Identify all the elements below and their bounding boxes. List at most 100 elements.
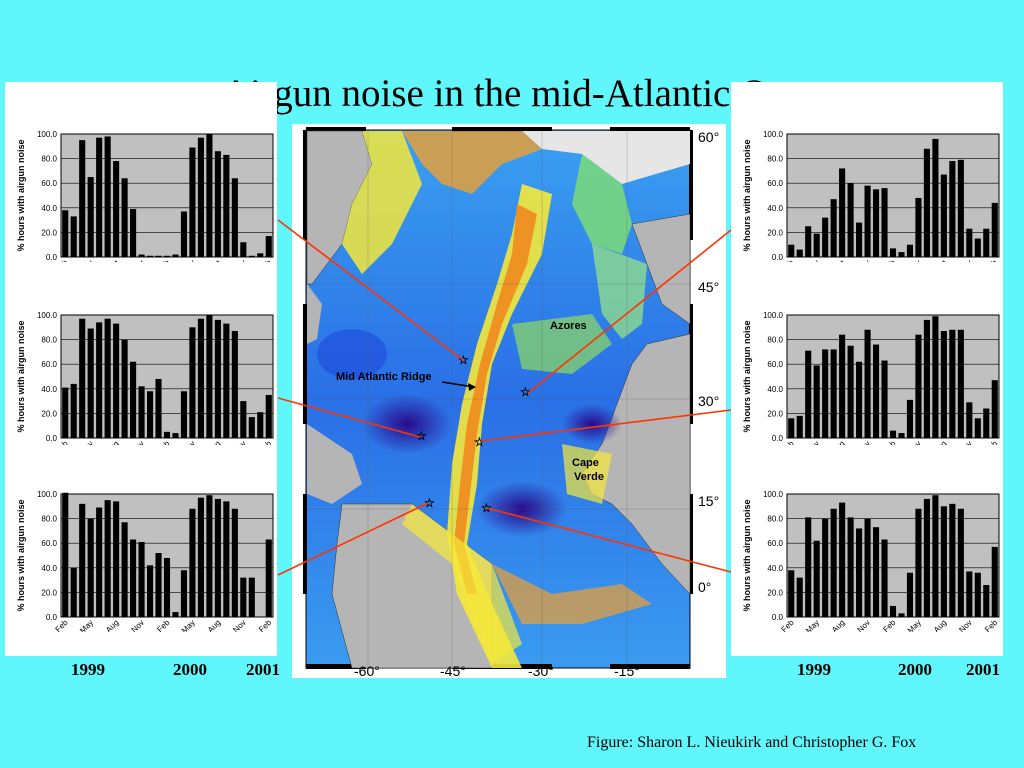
x-tick-label: Feb <box>155 439 172 445</box>
y-axis-label: % hours with airgun noise <box>742 499 752 611</box>
bar <box>130 361 137 438</box>
bar <box>265 236 272 257</box>
chart-left-middle: 100.0 80.0 60.0 40.0 20.0 0.0 % hours with air… <box>16 311 274 445</box>
bar <box>104 318 111 438</box>
x-tick-label: May <box>906 439 923 445</box>
chart-right-top: 100.0 80.0 60.0 40.0 20.0 0.0 % hours with air… <box>742 130 1000 262</box>
bar <box>796 577 803 617</box>
bar <box>881 360 888 438</box>
bar <box>983 408 990 438</box>
bar <box>957 508 964 617</box>
bar <box>915 197 922 257</box>
azores-label: Azores <box>550 320 587 332</box>
bar <box>172 433 179 438</box>
bar <box>62 492 69 617</box>
bar <box>839 502 846 617</box>
x-tick-label: Aug <box>104 618 120 632</box>
y-tick-label: 0.0 <box>46 613 58 622</box>
bar <box>62 387 69 438</box>
x-tick-label: Nov <box>231 618 247 632</box>
bar <box>957 329 964 438</box>
y-tick-label: 80.0 <box>767 155 783 164</box>
y-tick-label: 20.0 <box>767 588 783 597</box>
year-label-2000-left: 2000 <box>173 660 207 679</box>
bar <box>932 316 939 438</box>
chart-right-bottom: 100.0 80.0 60.0 40.0 20.0 0.0 % hours with air… <box>742 490 1000 632</box>
y-tick-label: 40.0 <box>767 385 783 394</box>
bar <box>915 334 922 438</box>
lon-label-15: -15° <box>614 663 640 678</box>
bar <box>839 334 846 438</box>
bar <box>248 417 255 438</box>
x-tick-label: May <box>804 258 821 262</box>
y-tick-label: 20.0 <box>41 409 57 418</box>
bar <box>923 319 930 438</box>
bar <box>856 528 863 617</box>
year-label-2001-right: 2001 <box>966 660 1000 679</box>
lat-label-15: 15° <box>698 493 719 509</box>
y-axis-label: % hours with airgun noise <box>16 499 26 611</box>
x-tick-label: Feb <box>257 258 274 262</box>
x-tick-label: Aug <box>206 439 222 445</box>
bar <box>146 255 154 257</box>
x-tick-label: Feb <box>881 258 898 262</box>
bar <box>813 540 820 617</box>
left-chart-panel: 100.0 80.0 60.0 40.0 20.0 0.0 % hours with air… <box>5 82 277 656</box>
bar <box>130 209 137 257</box>
bar <box>813 233 820 257</box>
y-tick-label: 60.0 <box>41 539 57 548</box>
bar <box>231 178 238 257</box>
x-tick-label: Nov <box>856 439 872 445</box>
bar <box>898 252 905 257</box>
x-tick-label: Aug <box>932 618 948 632</box>
lon-label-45: -45° <box>440 663 466 678</box>
bar <box>966 228 973 257</box>
bar <box>856 361 863 438</box>
bar <box>240 577 247 617</box>
x-tick-label: May <box>78 618 95 632</box>
bar <box>830 199 837 257</box>
hydrophone-star-4: ☆ <box>474 435 485 449</box>
x-tick-label: Aug <box>206 258 222 262</box>
x-tick-label: Aug <box>830 618 846 632</box>
x-tick-label: Aug <box>104 258 120 262</box>
x-tick-label: Nov <box>130 439 146 445</box>
bar <box>898 433 905 438</box>
y-tick-label: 40.0 <box>767 204 783 213</box>
bar <box>923 498 930 617</box>
x-tick-label: May <box>180 258 197 262</box>
y-tick-label: 60.0 <box>767 539 783 548</box>
bar <box>898 613 905 617</box>
bar <box>788 570 795 617</box>
y-tick-label: 60.0 <box>767 179 783 188</box>
bar <box>87 177 94 257</box>
bar <box>974 238 981 257</box>
x-tick-label: Feb <box>983 618 1000 632</box>
y-tick-label: 60.0 <box>41 179 57 188</box>
cape-verde-label-1: Cape <box>572 457 599 469</box>
bar <box>214 319 221 438</box>
bar <box>240 242 247 257</box>
y-tick-label: 0.0 <box>772 434 784 443</box>
x-tick-label: Nov <box>130 258 146 262</box>
y-tick-label: 100.0 <box>37 130 58 139</box>
bar <box>113 161 120 257</box>
y-tick-label: 80.0 <box>41 515 57 524</box>
y-tick-label: 0.0 <box>46 434 58 443</box>
y-tick-label: 20.0 <box>41 228 57 237</box>
bar <box>155 255 162 257</box>
bar <box>872 527 880 617</box>
hydrophone-star-3: ☆ <box>416 429 427 443</box>
bar <box>957 159 964 257</box>
x-tick-label: Feb <box>881 618 898 632</box>
x-tick-label: Feb <box>155 258 172 262</box>
bathymetry-map: 60° 45° 30° 15° 0° -60° -45° -30° -15° A… <box>292 124 726 679</box>
x-tick-label: Feb <box>54 439 71 445</box>
bar <box>180 211 188 257</box>
bar <box>864 329 871 438</box>
x-tick-label: Nov <box>957 258 973 262</box>
bar <box>830 508 837 617</box>
y-tick-label: 100.0 <box>37 311 58 320</box>
bar <box>949 329 956 438</box>
bar <box>822 349 829 438</box>
